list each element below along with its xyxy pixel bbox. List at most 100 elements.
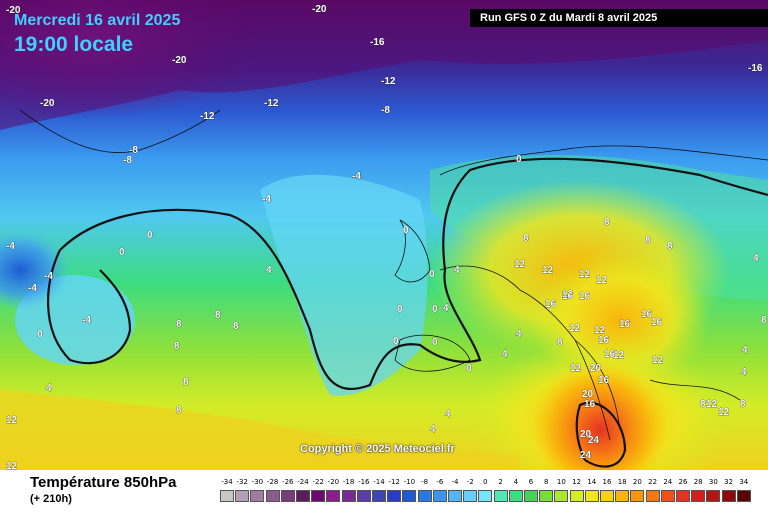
scale-tick-label: -14 [373,478,385,486]
scale-swatch [721,490,736,502]
isotherm-label: 0 [119,247,125,258]
isotherm-label: 8 [176,405,182,416]
scale-tick-label: 12 [572,478,582,486]
temperature-map: -20 -20-20-20-16-16-12-12-12-8-8-8-4-4-4-… [0,0,768,470]
isotherm-label: -4 [352,171,361,182]
scale-swatch [508,490,523,502]
scale-swatch [417,490,432,502]
scale-swatch [220,490,234,502]
isotherm-label: -20 [40,98,55,109]
run-info: Run GFS 0 Z du Mardi 8 avril 2025 [470,9,768,27]
scale-tick-label: 28 [693,478,703,486]
isotherm-label: 16 [579,291,591,302]
european-coast [439,265,611,441]
isotherm-label: 8 [174,341,180,352]
atlantic-low-core [0,230,70,310]
scale-tick-label: 32 [724,478,734,486]
isotherm-label: 16 [598,335,610,346]
zero-isotherm [47,157,768,468]
scale-swatch [630,490,645,502]
isotherm-label: 12 [652,355,664,366]
scale-swatch [326,490,341,502]
isotherm-label: 16 [584,399,596,410]
color-scale: -34 -32 -30 -28 -26 -24 -22 -20 -18 -16 -14 -12 -10-… [220,478,752,506]
scale-swatch [584,490,599,502]
isotherm-label: 4 [454,265,460,276]
scale-swatch [615,490,630,502]
isotherm-label: 0 [37,329,43,340]
isotherm-label: 20 [580,429,592,440]
scale-tick-label: -22 [312,478,324,486]
lead-time: (+ 210h) [30,493,72,505]
scale-swatch [296,490,310,502]
scale-tick-label: -4 [451,478,459,486]
isotherm-label: 4 [742,345,748,356]
italy-hot-plume [530,360,670,470]
isotherm-label: 12 [613,350,625,361]
isotherm-label: -12 [200,111,215,122]
isotherm-label: 8 [557,337,563,348]
scale-tick-label: -30 [251,478,264,486]
isotherm-label: 0 [466,363,472,374]
scandinavia-coast [439,145,768,176]
scale-tick-label: 24 [663,478,673,486]
isotherm-label: 4 [445,409,451,420]
isotherm-label: 24 [580,450,592,461]
scale-tick-label: 22 [648,478,658,486]
scale-swatch [341,490,356,502]
scale-tick-label: 4 [513,478,519,486]
scale-tick-label: -6 [436,478,444,486]
isotherm-label: 0 [147,230,153,241]
isotherm-label: -8 [129,145,138,156]
isotherm-label: 8 [604,217,610,228]
isotherm-main [59,157,768,391]
scale-swatch [432,490,447,502]
isotherm-label: 12 [570,363,582,374]
isotherm-label: 8 [700,399,706,410]
isotherm-label: -8 [123,155,132,166]
isotherm-label: 8 [667,241,673,252]
scale-tick-label: -2 [466,478,474,486]
isotherm-low-loop [47,249,132,365]
atlantic-cool-tongue [260,174,428,396]
isotherm-label: 24 [588,435,600,446]
scale-tick-label: -34 [221,478,233,486]
scale-tick-label: 14 [587,478,597,486]
isotherm-label: 0 [429,269,435,280]
scale-tick-label: 16 [602,478,612,486]
field-title: Température 850hPa [30,474,177,491]
isotherm-label: 0 [397,304,403,315]
scale-swatch [539,490,554,502]
isotherm-label: 12 [6,461,18,470]
isotherm-label: 16 [562,291,574,302]
isotherm-label: 12 [542,265,554,276]
isotherm-label: 12 [579,269,591,280]
scale-tick-label: 10 [556,478,566,486]
coastlines [19,109,768,441]
scale-swatch [402,490,417,502]
scale-tick-label: -26 [282,478,294,486]
isotherm-label: 0 [403,225,409,236]
forecast-time: 19:00 locale [14,33,134,56]
scale-tick-label: -12 [388,478,400,486]
scale-swatch [660,490,675,502]
isotherm-label: 16 [619,319,631,330]
scale-tick-label: 26 [678,478,688,486]
isotherm-label: -4 [82,315,91,326]
isotherm-label: 8 [523,233,529,244]
isotherm-label: -4 [28,283,37,294]
scale-tick-label: 2 [498,478,503,486]
scale-swatch [736,490,751,502]
scale-swatch [311,490,326,502]
scale-swatch [691,490,706,502]
scale-tick-label: 0 [483,478,488,486]
isotherm-label: 8 [183,377,189,388]
isotherm-label: 8 [176,319,182,330]
isotherm-labels: -20 -20-20-20-16-16-12-12-12-8-8-8-4-4-4-… [6,4,768,470]
isotherm-plus20-loop [575,401,627,468]
isotherm-label: 4 [430,424,436,435]
scale-tick-label: 20 [632,478,642,486]
isotherm-label: 8 [233,321,239,332]
isotherm-label: -4 [44,271,53,282]
scale-tick-label: 18 [617,478,627,486]
